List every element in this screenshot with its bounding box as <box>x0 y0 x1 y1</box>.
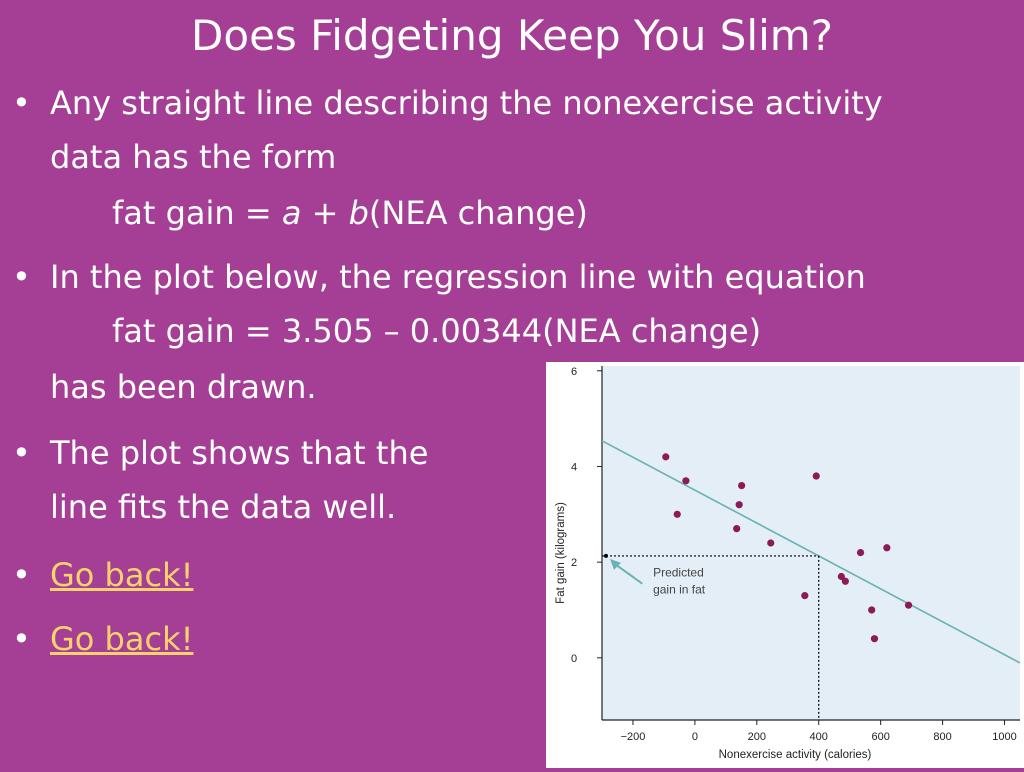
bullet-2-equation: fat gain = 3.505 – 0.00344(NEA change) <box>112 312 762 350</box>
x-tick-label: 200 <box>748 731 766 743</box>
data-point <box>767 539 775 547</box>
y-axis-label: Fat gain (kilograms) <box>555 502 567 604</box>
x-tick-label: 400 <box>810 731 828 743</box>
formula-plus: + <box>301 194 349 232</box>
data-point <box>738 481 746 490</box>
bullet-1-line-2: data has the form <box>50 138 337 176</box>
bullet-marker: • <box>12 556 31 594</box>
data-point <box>673 510 681 518</box>
scatter-chart: 0 2 4 6 −200 0 200 400 600 800 1000 Nonexercise act… <box>555 366 1021 761</box>
go-back-link[interactable]: Go back! <box>50 556 194 594</box>
data-point <box>837 572 845 581</box>
bullet-2-line-1: In the plot below, the regression line w… <box>50 258 866 296</box>
bullet-2-line-3: has been drawn. <box>50 368 317 406</box>
bullet-3-line-2: line fits the data well. <box>50 488 397 526</box>
bullet-marker: • <box>12 258 31 296</box>
data-point <box>904 601 913 609</box>
annotation-line-2: gain in fat <box>653 582 706 596</box>
data-point <box>883 544 891 552</box>
data-point <box>662 453 670 461</box>
x-tick-label: −200 <box>621 731 646 743</box>
formula-prefix: fat gain = <box>112 194 282 232</box>
data-point <box>735 501 743 509</box>
data-point <box>801 592 809 600</box>
bullet-1-line-1: Any straight line describing the nonexer… <box>50 84 883 122</box>
annotation-line-1: Predicted <box>653 565 704 579</box>
x-tick-label: 1000 <box>992 731 1016 743</box>
bullet-marker: • <box>12 84 31 122</box>
x-tick-label: 800 <box>933 731 951 743</box>
data-point <box>856 548 865 557</box>
x-tick-label: 600 <box>871 731 889 743</box>
y-tick-label: 6 <box>571 366 577 378</box>
y-tick-label: 4 <box>571 461 577 473</box>
y-tick-label: 0 <box>571 653 577 665</box>
formula-b: b <box>348 194 369 232</box>
plot-area <box>602 366 1020 720</box>
bullet-3-line-1: The plot shows that the <box>50 434 429 472</box>
formula-suffix: (NEA change) <box>368 194 588 232</box>
regression-line <box>601 440 1021 664</box>
slide-title: Does Fidgeting Keep You Slim? <box>191 11 833 60</box>
prediction-marker <box>604 553 608 558</box>
x-tick-label: 0 <box>692 731 698 743</box>
data-point <box>868 606 876 614</box>
x-axis-label: Nonexercise activity (calories) <box>719 749 872 761</box>
scatter-chart-panel: 0 2 4 6 −200 0 200 400 600 800 1000 Nonexercise act… <box>546 362 1024 768</box>
go-back-link-2[interactable]: Go back! <box>50 620 194 658</box>
data-point <box>812 472 820 480</box>
bullet-1-formula: fat gain = a + b(NEA change) <box>50 186 588 240</box>
formula-a: a <box>281 194 302 232</box>
data-point <box>870 635 879 643</box>
bullet-marker: • <box>12 434 31 472</box>
y-tick-label: 2 <box>571 557 577 569</box>
annotation-arrowhead <box>610 558 621 570</box>
data-point <box>841 577 849 585</box>
data-point <box>682 477 690 485</box>
bullet-marker: • <box>12 620 31 658</box>
data-point <box>733 525 741 533</box>
